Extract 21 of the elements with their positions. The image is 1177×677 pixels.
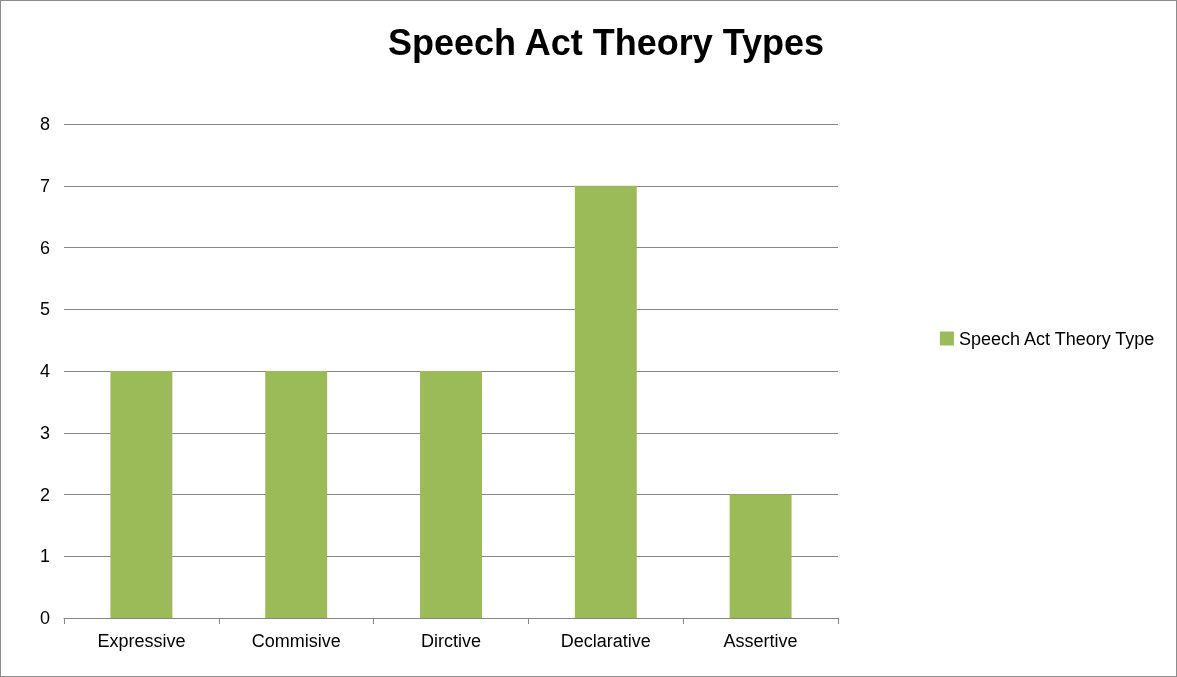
x-tick-label: Dirctive (420, 631, 482, 651)
bar (265, 371, 328, 618)
y-tick-label: 1 (39, 546, 50, 567)
chart-title: Speech Act Theory Types (387, 21, 825, 63)
bar (574, 185, 637, 618)
legend-label: Speech Act Theory Type (958, 328, 1155, 349)
bar (729, 494, 792, 618)
bar (110, 371, 173, 618)
y-tick-label: 6 (39, 237, 50, 258)
y-tick-label: 8 (39, 114, 50, 134)
y-tick-label: 2 (39, 484, 50, 505)
x-tick-label: Assertive (723, 631, 798, 651)
y-tick-label: 5 (39, 299, 50, 320)
x-tick-label: Commisive (251, 631, 341, 651)
x-tick-label: Expressive (97, 631, 186, 651)
bar (420, 371, 482, 618)
y-tick-label: 3 (39, 422, 50, 443)
y-tick-label: 0 (39, 608, 50, 628)
x-tick-label: Declarative (560, 631, 651, 651)
y-tick-label: 4 (39, 361, 50, 381)
y-tick-label: 7 (39, 175, 50, 196)
